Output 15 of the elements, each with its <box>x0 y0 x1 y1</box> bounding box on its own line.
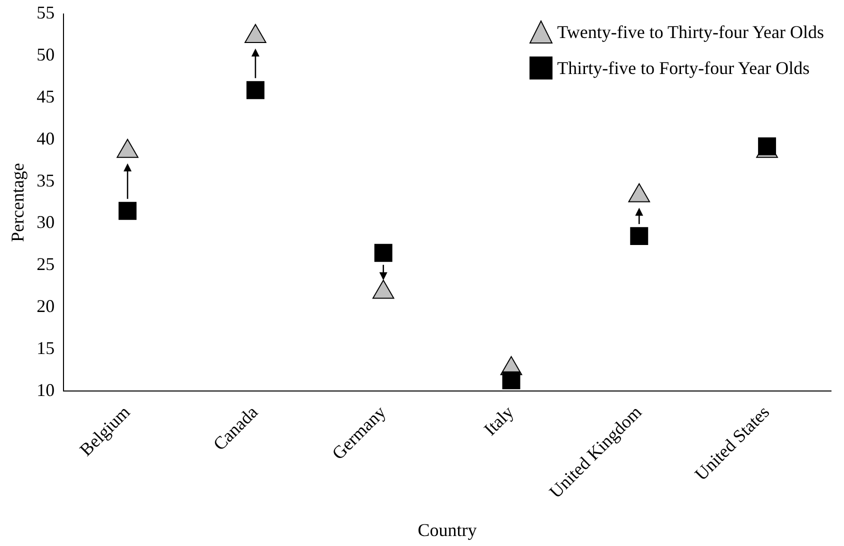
x-axis-title: Country <box>418 520 477 540</box>
y-tick-label: 45 <box>36 86 55 106</box>
y-tick-label: 25 <box>36 254 55 274</box>
y-tick-label: 50 <box>36 44 55 64</box>
y-tick-label: 10 <box>36 380 55 400</box>
y-tick-label: 20 <box>36 296 55 316</box>
y-axis-title: Percentage <box>8 163 28 242</box>
y-tick-label: 40 <box>36 128 55 148</box>
y-tick-label: 55 <box>36 2 55 23</box>
x-tick-label: Italy <box>480 402 518 440</box>
y-tick-label: 30 <box>36 212 55 232</box>
y-tick-label: 15 <box>36 338 55 358</box>
legend-label: Twenty-five to Thirty-four Year Olds <box>557 22 824 42</box>
y-tick-label: 35 <box>36 170 55 190</box>
legend-label: Thirty-five to Forty-four Year Olds <box>557 58 810 78</box>
